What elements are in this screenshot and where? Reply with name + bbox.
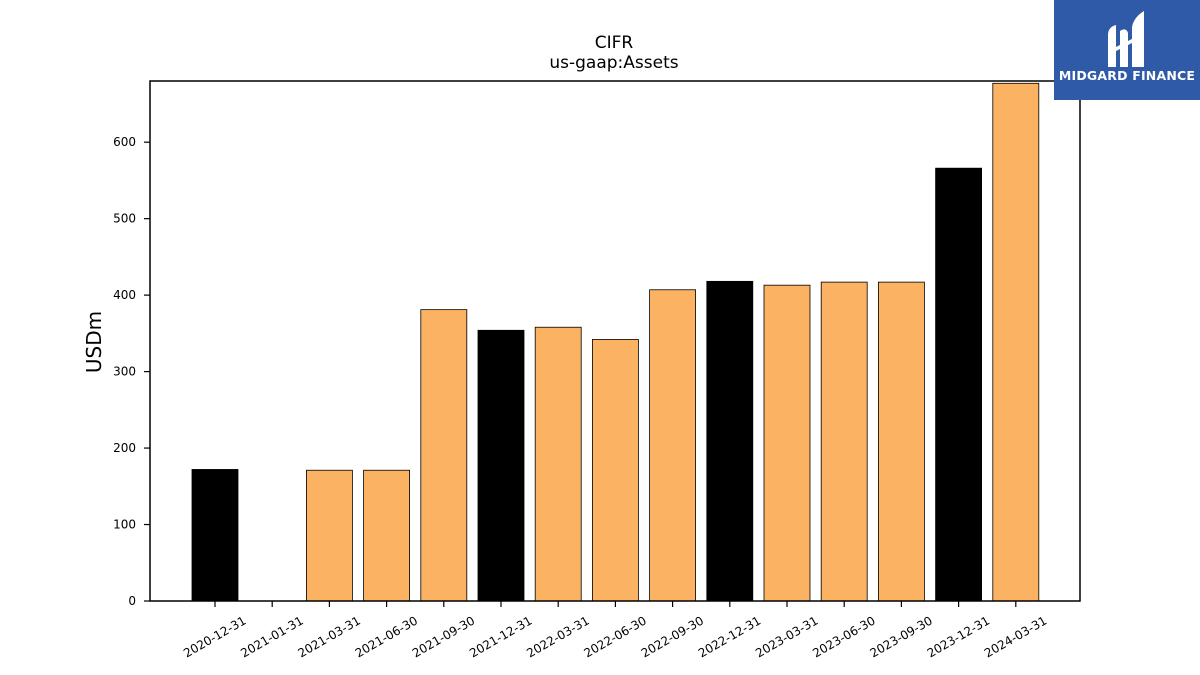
y-tick-label: 500 (113, 212, 136, 226)
bar-2021-12-31 (477, 329, 525, 602)
x-tick-label: 2022-03-31 (524, 613, 591, 660)
brand-logo: MIDGARD FINANCE (1054, 0, 1200, 100)
x-tick-label: 2023-03-31 (753, 613, 820, 660)
bar-2024-03-31 (992, 82, 1040, 602)
x-tick-label: 2021-09-30 (410, 613, 477, 660)
x-tick-label: 2022-12-31 (696, 613, 763, 660)
bars-group (191, 82, 1040, 602)
x-tick-label: 2022-06-30 (581, 613, 648, 660)
y-tick-label: 600 (113, 135, 136, 149)
y-tick-label: 300 (113, 365, 136, 379)
x-tick-label: 2023-06-30 (810, 613, 877, 660)
y-tick-label: 100 (113, 518, 136, 532)
x-tick-label: 2021-01-31 (238, 613, 305, 660)
bar-2023-09-30 (878, 281, 925, 602)
bar-2020-12-31 (191, 469, 239, 602)
x-tick-label: 2023-12-31 (925, 613, 992, 660)
x-tick-label: 2020-12-31 (181, 613, 248, 660)
x-tick-label: 2024-03-31 (982, 613, 1049, 660)
bar-2022-06-30 (592, 339, 639, 602)
x-axis: 2020-12-312021-01-312021-03-312021-06-30… (181, 601, 1049, 660)
bar-2021-06-30 (363, 469, 411, 602)
x-tick-label: 2021-03-31 (295, 613, 362, 660)
y-axis: 0 100 200 300 400 500 600 (113, 135, 150, 608)
bar-2021-09-30 (420, 309, 468, 602)
chart-subtitle: us-gaap:Assets (549, 53, 678, 73)
x-tick-label: 2023-09-30 (867, 613, 934, 660)
plot-frame (149, 80, 1081, 602)
bar-2022-03-31 (534, 326, 582, 602)
bar-2021-03-31 (305, 469, 353, 602)
midgard-logo-icon (1108, 11, 1144, 67)
bar-2022-09-30 (649, 289, 696, 602)
logo-wordmark: MIDGARD FINANCE (1058, 68, 1196, 83)
y-axis-label: USDm (82, 311, 106, 373)
y-tick-label: 400 (113, 288, 136, 302)
y-tick-label: 0 (128, 594, 136, 608)
chart-title: CIFR (595, 33, 634, 53)
y-tick-label: 200 (113, 441, 136, 455)
bar-2023-12-31 (935, 167, 982, 602)
bar-2023-06-30 (820, 281, 868, 602)
x-tick-label: 2021-12-31 (467, 613, 534, 660)
bar-2023-03-31 (763, 284, 811, 602)
x-tick-label: 2021-06-30 (353, 613, 420, 660)
bar-2022-12-31 (706, 280, 754, 602)
x-tick-label: 2022-09-30 (639, 613, 706, 660)
